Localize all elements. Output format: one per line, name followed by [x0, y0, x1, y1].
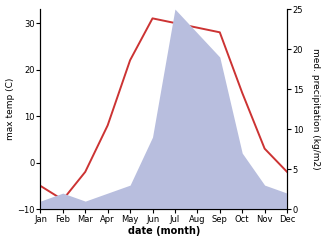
X-axis label: date (month): date (month): [127, 227, 200, 236]
Y-axis label: max temp (C): max temp (C): [6, 78, 15, 140]
Y-axis label: med. precipitation (kg/m2): med. precipitation (kg/m2): [311, 48, 320, 170]
